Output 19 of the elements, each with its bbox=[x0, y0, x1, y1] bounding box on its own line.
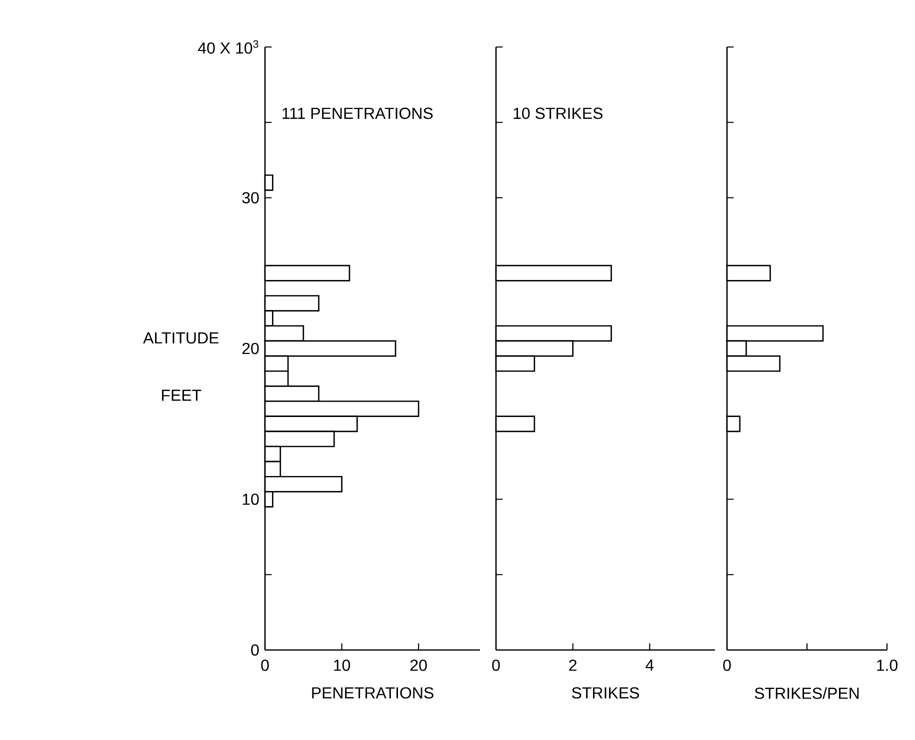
x-axis-title: STRIKES bbox=[572, 687, 639, 699]
x-tick-label: 10 bbox=[334, 660, 350, 671]
y-tick-label: 40 X 10$^{3}$ bbox=[198, 40, 258, 54]
x-tick-label: 20 bbox=[410, 660, 427, 671]
x-tick-label: 0 bbox=[261, 660, 269, 671]
y-tick-label: 10 bbox=[242, 494, 259, 505]
x-tick-label: 1.0 bbox=[877, 660, 898, 671]
text: ALTITUDE FEET bbox=[143, 332, 219, 401]
y-tick-label: 20 bbox=[242, 342, 259, 354]
y-tick-label: 0 bbox=[251, 644, 259, 656]
x-tick-label: 2 bbox=[569, 660, 576, 671]
x-axis-title: PENETRATIONS bbox=[312, 687, 434, 699]
text: 10 STRIKES bbox=[514, 108, 602, 119]
x-axis-title: STRIKES/PEN bbox=[754, 687, 859, 699]
x-tick-label: 0 bbox=[492, 660, 500, 671]
text: 111 PENETRATIONS bbox=[282, 108, 433, 119]
y-tick-label: 30 bbox=[242, 192, 259, 204]
x-tick-label: 4 bbox=[646, 660, 654, 671]
x-tick-label: 0 bbox=[723, 660, 731, 671]
